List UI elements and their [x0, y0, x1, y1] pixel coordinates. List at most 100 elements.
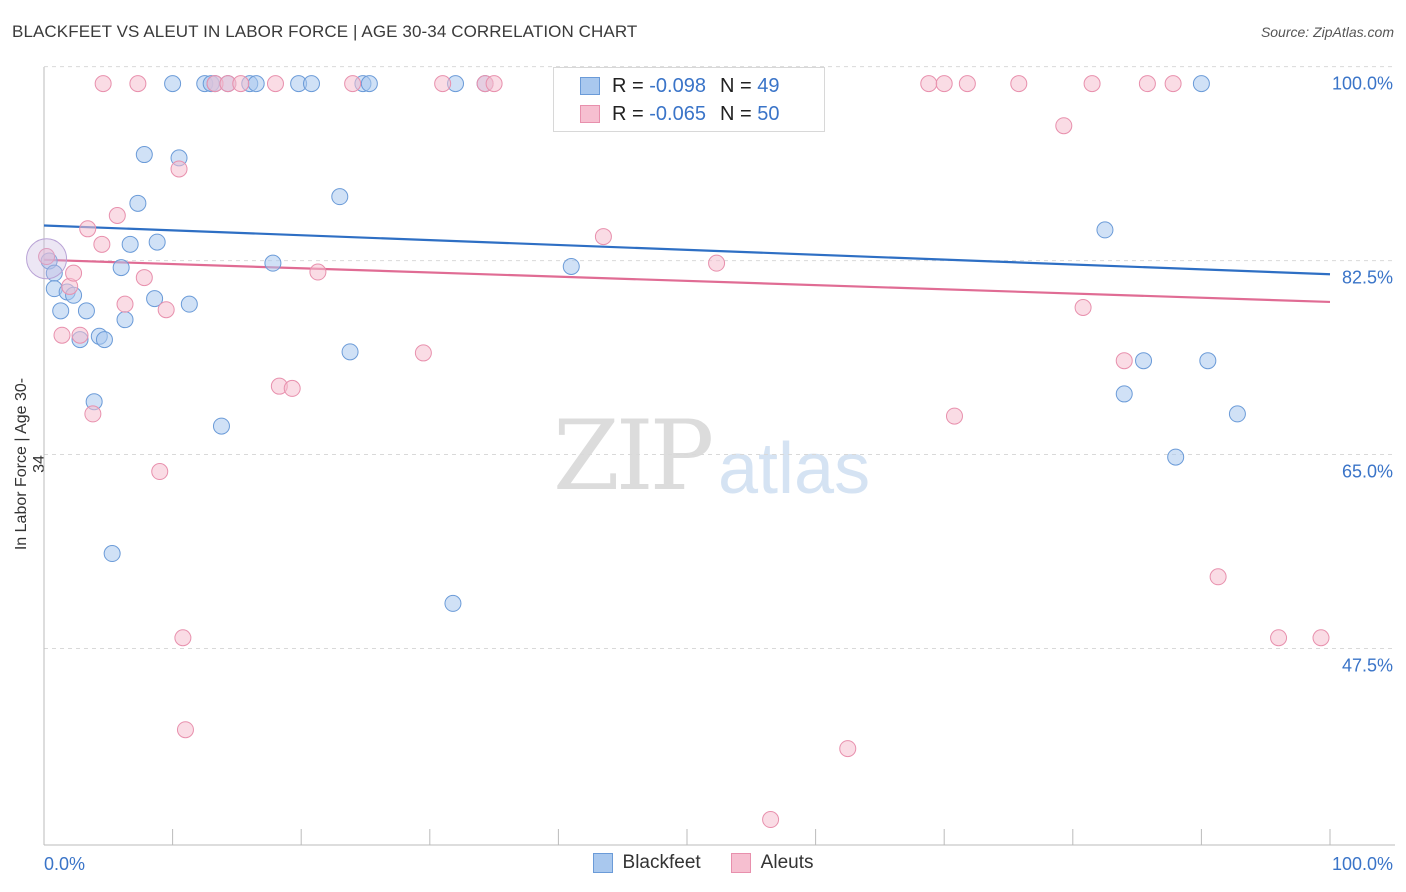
aleuts-point	[1074, 298, 1092, 316]
aleuts-point	[71, 326, 89, 344]
aleuts-point	[434, 75, 452, 93]
aleuts-point	[485, 75, 503, 93]
r-value-aleuts: -0.065	[649, 102, 706, 125]
blackfeet-trend-line	[43, 224, 1331, 276]
aleuts-point	[129, 75, 147, 93]
blackfeet-point	[1115, 385, 1133, 403]
blackfeet-legend-swatch	[592, 853, 613, 873]
blackfeet-point	[121, 235, 139, 253]
blackfeet-swatch	[580, 77, 600, 95]
trend-lines	[43, 224, 1331, 304]
aleuts-point	[1138, 75, 1156, 93]
aleuts-point	[414, 344, 432, 362]
source-label: Source: ZipAtlas.com	[1260, 24, 1394, 40]
blackfeet-point	[52, 302, 70, 320]
tick-labels: 100.0% 82.5% 65.0% 47.5% 0.0% 100.0%	[44, 74, 1393, 874]
aleuts-point	[176, 721, 194, 739]
aleuts-point	[945, 407, 963, 425]
blackfeet-point	[562, 257, 580, 275]
aleuts-point	[116, 295, 134, 313]
blackfeet-point	[95, 331, 113, 349]
r-label: R =	[612, 74, 644, 97]
aleuts-trend-line	[43, 258, 1331, 304]
r-label: R =	[612, 102, 644, 125]
aleuts-point	[594, 228, 612, 246]
y-tick-label: 82.5%	[1342, 268, 1393, 288]
cluster-point	[26, 238, 68, 280]
aleuts-point	[174, 629, 192, 647]
blackfeet-point	[1192, 75, 1210, 93]
n-value-blackfeet: 49	[757, 74, 780, 97]
blackfeet-point	[103, 545, 121, 563]
aleuts-point	[93, 235, 111, 253]
chart-title: BLACKFEET VS ALEUT IN LABOR FORCE | AGE …	[12, 22, 638, 41]
blackfeet-point	[1096, 221, 1114, 239]
blackfeet-point	[1135, 352, 1153, 370]
n-label: N =	[720, 74, 752, 97]
aleuts-point	[708, 254, 726, 272]
aleuts-point	[1164, 75, 1182, 93]
blackfeet-point	[341, 343, 359, 361]
x-tick-label: 100.0%	[1332, 854, 1393, 874]
blackfeet-point	[1199, 352, 1217, 370]
aleuts-point	[1312, 629, 1330, 647]
aleuts-point	[79, 220, 97, 238]
aleuts-point	[94, 75, 112, 93]
legend-row-aleuts: R = -0.065 N = 50	[554, 100, 780, 128]
blackfeet-point	[135, 146, 153, 164]
aleuts-point	[1055, 117, 1073, 135]
aleuts-point	[958, 75, 976, 93]
blackfeet-point	[360, 75, 378, 93]
aleuts-point	[283, 379, 301, 397]
blackfeet-point	[247, 75, 265, 93]
y-tick-label: 100.0%	[1332, 74, 1393, 94]
legend-label-blackfeet: Blackfeet	[622, 852, 701, 873]
watermark-zip: ZIP	[553, 400, 714, 512]
blackfeet-point	[164, 75, 182, 93]
aleuts-point	[344, 75, 362, 93]
aleuts-point	[839, 740, 857, 758]
aleuts-point	[108, 207, 126, 225]
aleuts-point	[1270, 629, 1288, 647]
n-label: N =	[720, 102, 752, 125]
y-tick-label: 65.0%	[1342, 462, 1393, 482]
y-tick-label: 47.5%	[1342, 655, 1393, 675]
aleuts-point	[309, 263, 327, 281]
blackfeet-point	[1228, 405, 1246, 423]
aleuts-point	[84, 405, 102, 423]
legend-item-aleuts: Aleuts	[730, 852, 814, 874]
legend-row-blackfeet: R = -0.098 N = 49	[554, 72, 780, 100]
grid-lines	[44, 66, 1395, 649]
aleuts-point	[762, 811, 780, 829]
aleuts-point	[266, 75, 284, 93]
blackfeet-point	[212, 417, 230, 435]
aleuts-point	[38, 248, 56, 266]
aleuts-point	[135, 269, 153, 287]
data-points	[26, 75, 1330, 829]
blackfeet-point	[444, 594, 462, 612]
aleuts-swatch	[580, 105, 600, 123]
correlation-legend: R = -0.098 N = 49 R = -0.065 N = 50	[553, 67, 825, 132]
r-value-blackfeet: -0.098	[649, 74, 706, 97]
axes	[43, 67, 1395, 846]
legend-item-blackfeet: Blackfeet	[592, 852, 701, 874]
blackfeet-point	[148, 233, 166, 251]
blackfeet-point	[146, 290, 164, 308]
aleuts-point	[170, 160, 188, 178]
n-value-aleuts: 50	[757, 102, 780, 125]
legend-label-aleuts: Aleuts	[760, 852, 814, 873]
aleuts-point	[65, 264, 83, 282]
aleuts-legend-swatch	[730, 853, 751, 873]
watermark-atlas: atlas	[718, 429, 871, 509]
aleuts-point	[53, 326, 71, 344]
aleuts-point	[1083, 75, 1101, 93]
aleuts-point	[232, 75, 250, 93]
blackfeet-point	[129, 194, 147, 212]
aleuts-point	[920, 75, 938, 93]
aleuts-point	[157, 301, 175, 319]
x-tick-label: 0.0%	[44, 854, 85, 874]
aleuts-point	[151, 463, 169, 481]
blackfeet-point	[77, 302, 95, 320]
blackfeet-point	[264, 254, 282, 272]
